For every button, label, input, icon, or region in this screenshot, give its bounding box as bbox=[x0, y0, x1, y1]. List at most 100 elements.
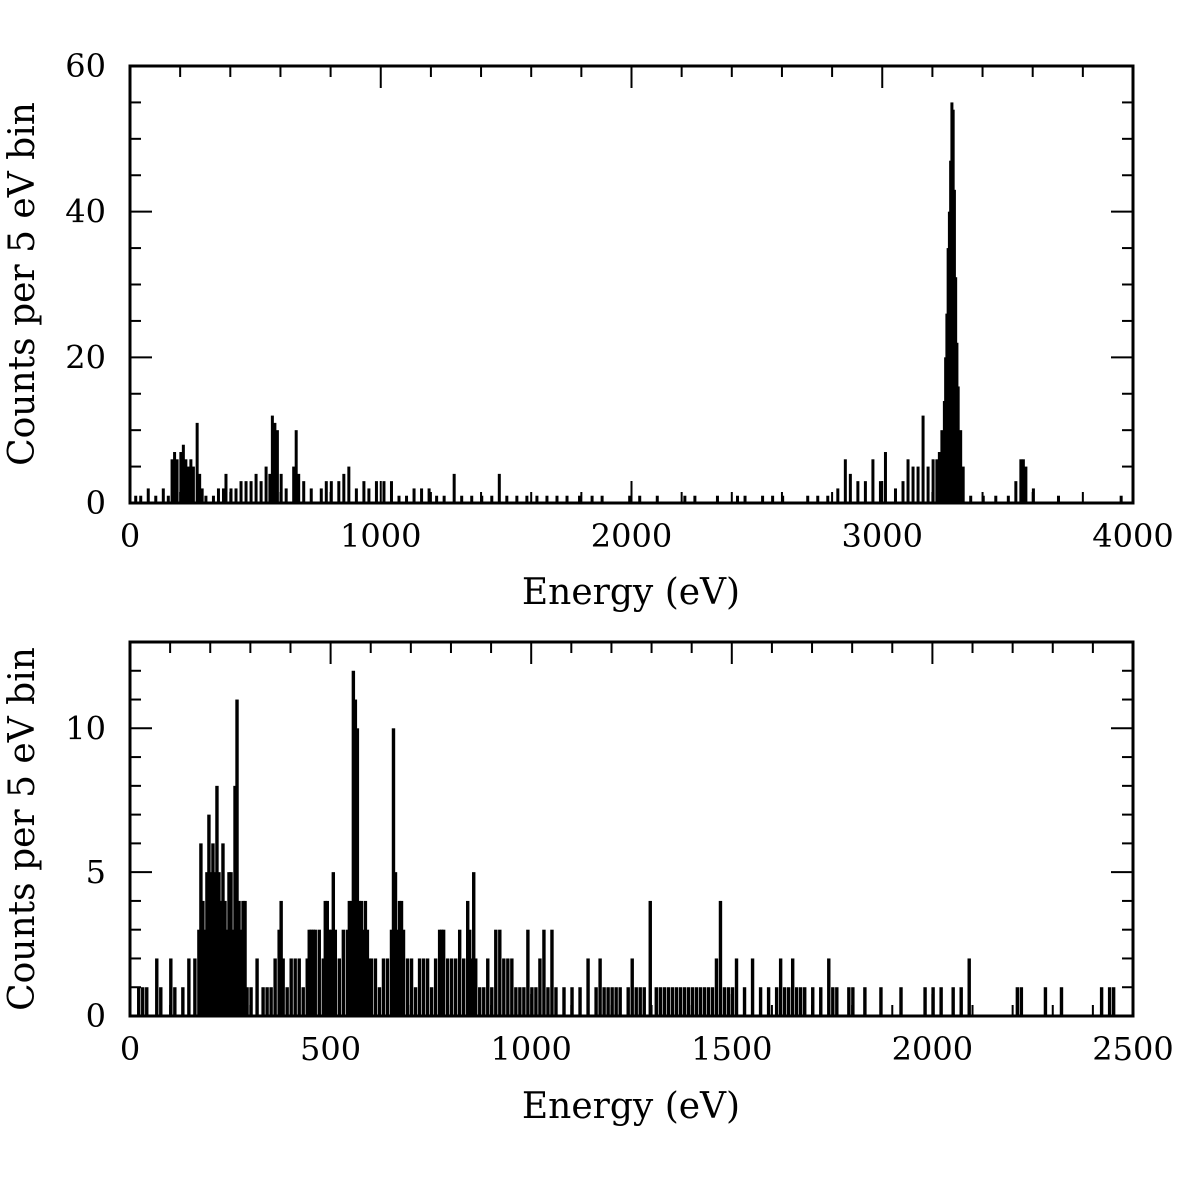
top-histogram-bar bbox=[816, 495, 820, 503]
top-x-tick-label: 0 bbox=[120, 517, 140, 555]
bottom-histogram-bar bbox=[803, 987, 807, 1016]
bottom-histogram-bar bbox=[1043, 987, 1048, 1016]
top-histogram-bar bbox=[435, 495, 439, 503]
bottom-x-tick-label: 2000 bbox=[892, 1030, 973, 1068]
bottom-histogram-bar bbox=[209, 872, 213, 1016]
bottom-histogram-bar bbox=[694, 987, 699, 1016]
bottom-histogram-bar bbox=[482, 987, 486, 1016]
top-histogram-bar bbox=[578, 495, 582, 503]
bottom-histogram-bar bbox=[550, 929, 554, 1016]
top-histogram-bar bbox=[655, 495, 659, 503]
bottom-histogram-bar bbox=[239, 929, 243, 1016]
bottom-histogram-bar bbox=[249, 987, 253, 1016]
bottom-histogram-bar bbox=[337, 958, 342, 1016]
bottom-histogram-bar bbox=[305, 958, 309, 1016]
bottom-histogram-bar bbox=[578, 987, 582, 1016]
top-histogram-bar bbox=[362, 481, 366, 503]
bottom-y-axis-label: Counts per 5 eV bin bbox=[2, 647, 43, 1011]
bottom-histogram-bar bbox=[369, 958, 374, 1016]
bottom-histogram-bar bbox=[405, 958, 410, 1016]
top-histogram-bar bbox=[249, 481, 253, 503]
bottom-histogram-bar bbox=[811, 987, 815, 1016]
bottom-histogram-bar bbox=[289, 958, 293, 1016]
top-histogram-bar bbox=[284, 488, 288, 503]
top-ticks bbox=[129, 65, 1134, 504]
bottom-histogram-bar bbox=[472, 872, 476, 1016]
bottom-histogram-bar bbox=[273, 958, 277, 1016]
bottom-histogram-bar bbox=[293, 958, 297, 1016]
bottom-histogram-bar bbox=[361, 929, 366, 1016]
bottom-y-tick-label: 0 bbox=[86, 997, 106, 1035]
top-histogram-bar bbox=[843, 459, 847, 503]
bottom-histogram-bar bbox=[534, 987, 538, 1016]
bottom-histogram-bar bbox=[538, 958, 542, 1016]
top-histogram-bar bbox=[195, 422, 199, 503]
top-histogram-bar bbox=[771, 495, 775, 503]
bottom-histogram-bar bbox=[690, 987, 695, 1016]
top-histogram-bar bbox=[806, 495, 810, 503]
bottom-histogram-bar bbox=[554, 987, 558, 1016]
top-histogram-bar bbox=[836, 488, 840, 503]
bottom-histogram-bar bbox=[1015, 987, 1020, 1016]
top-histogram-bar bbox=[628, 495, 632, 503]
bottom-histogram-bar bbox=[614, 987, 618, 1016]
bottom-x-tick-label: 0 bbox=[120, 1030, 140, 1068]
bottom-histogram-bar bbox=[235, 699, 239, 1016]
top-x-tick-label: 2000 bbox=[591, 517, 672, 555]
bottom-histogram-bar bbox=[1107, 987, 1112, 1016]
bottom-histogram-bar bbox=[502, 958, 506, 1016]
bottom-histogram-bar bbox=[486, 958, 490, 1016]
bottom-histogram-bar bbox=[365, 929, 370, 1016]
top-histogram-bar bbox=[382, 481, 386, 503]
bottom-histogram-bar bbox=[490, 987, 494, 1016]
bottom-histogram-bar bbox=[155, 958, 159, 1016]
top-histogram-bar bbox=[134, 495, 138, 503]
top-histogram-bar bbox=[743, 495, 747, 503]
bottom-histogram-bar bbox=[409, 958, 414, 1016]
top-histogram-bar bbox=[412, 488, 416, 503]
top-histogram-bar bbox=[893, 488, 897, 503]
bottom-histogram-bar bbox=[323, 900, 327, 1016]
top-histogram-bar bbox=[204, 495, 208, 503]
top-histogram-bar bbox=[189, 459, 193, 503]
bottom-histogram-bar bbox=[437, 929, 442, 1016]
bottom-histogram-bar bbox=[602, 987, 606, 1016]
bottom-histogram-bar bbox=[1019, 987, 1024, 1016]
top-histogram-bar bbox=[1021, 459, 1025, 503]
top-histogram-bar bbox=[175, 459, 179, 503]
top-histogram-bar bbox=[309, 488, 313, 503]
top-histogram-bar bbox=[1056, 495, 1060, 503]
top-histogram-bar bbox=[161, 488, 165, 503]
bottom-histogram-bar bbox=[774, 987, 779, 1016]
bottom-histogram-bar bbox=[457, 929, 462, 1016]
bottom-histogram-bar bbox=[389, 929, 394, 1016]
top-histogram-bar bbox=[961, 466, 965, 503]
bottom-histogram-bar bbox=[606, 987, 610, 1016]
bottom-histogram-bar bbox=[311, 929, 315, 1016]
top-histogram-bar bbox=[911, 466, 915, 503]
bottom-histogram-bar bbox=[221, 843, 225, 1016]
bottom-histogram-bar bbox=[670, 987, 675, 1016]
bottom-histogram-bar bbox=[241, 900, 245, 1016]
bottom-histogram-bar bbox=[790, 958, 795, 1016]
bottom-histogram-bar bbox=[309, 929, 313, 1016]
top-histogram-bar bbox=[200, 488, 204, 503]
top-histogram-bar bbox=[937, 452, 941, 503]
bottom-histogram-bar bbox=[542, 929, 546, 1016]
top-x-axis-label: Energy (eV) bbox=[522, 572, 740, 613]
bottom-histogram-bar bbox=[470, 958, 474, 1016]
bottom-histogram-bar bbox=[546, 987, 550, 1016]
bottom-histogram-bar bbox=[265, 987, 269, 1016]
top-histogram-bar bbox=[319, 488, 323, 503]
bottom-histogram-bar bbox=[385, 958, 390, 1016]
bottom-histogram-bar bbox=[169, 958, 173, 1016]
bottom-histogram-bar bbox=[219, 900, 223, 1016]
bottom-histogram-bar bbox=[678, 987, 683, 1016]
top-histogram-bar bbox=[139, 495, 143, 503]
bottom-histogram-bar bbox=[173, 987, 177, 1016]
bottom-histogram-bar bbox=[638, 987, 642, 1016]
top-histogram-bar bbox=[166, 495, 170, 503]
bottom-histogram-bar bbox=[831, 987, 835, 1016]
top-histogram-bar bbox=[497, 473, 501, 503]
top-histogram-bar bbox=[254, 473, 258, 503]
